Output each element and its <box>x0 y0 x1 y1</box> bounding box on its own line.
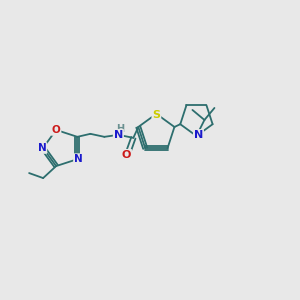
Text: S: S <box>152 110 160 120</box>
Text: H: H <box>116 124 124 134</box>
Text: N: N <box>38 143 46 153</box>
Text: N: N <box>114 130 123 140</box>
Text: N: N <box>74 154 83 164</box>
Text: O: O <box>122 150 131 160</box>
Text: N: N <box>194 130 203 140</box>
Text: O: O <box>52 125 61 135</box>
